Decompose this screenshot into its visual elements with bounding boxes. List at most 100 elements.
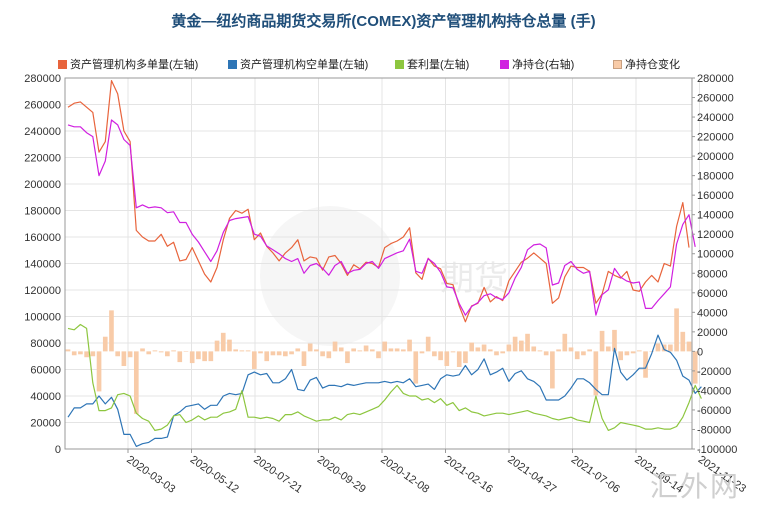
- net-change-bar: [661, 344, 667, 352]
- right-tick-label: 120000: [697, 229, 734, 241]
- net-change-bar: [556, 349, 561, 352]
- x-tick-label: 2020-03-03: [124, 454, 177, 496]
- net-change-bar: [102, 336, 108, 352]
- net-change-bar: [276, 351, 282, 356]
- right-tick-label: -20000: [697, 366, 731, 378]
- left-tick-label: 140000: [24, 259, 61, 271]
- net-change-bar: [605, 346, 611, 352]
- legend-item-short[interactable]: 资产管理机构空单量(左轴): [228, 56, 368, 72]
- left-tick-label: 100000: [24, 312, 61, 324]
- net-change-bar: [326, 351, 332, 359]
- right-tick-label: 280000: [697, 73, 734, 85]
- net-change-bar: [301, 351, 307, 367]
- net-change-bar: [593, 351, 599, 396]
- legend-item-net[interactable]: 净持仓(右轴): [500, 56, 574, 72]
- series-line-3: [67, 119, 696, 316]
- net-change-bar: [481, 344, 487, 352]
- right-tick-label: 80000: [697, 268, 728, 280]
- net-change-bar: [574, 351, 580, 360]
- net-change-bar: [624, 351, 630, 356]
- net-change-bar: [568, 347, 574, 352]
- net-change-bar: [351, 348, 356, 352]
- right-tick-label: -60000: [697, 405, 731, 417]
- right-tick-label: 180000: [697, 171, 734, 183]
- x-tick-label: 2020-05-12: [188, 454, 241, 496]
- net-change-bar: [165, 351, 170, 357]
- net-change-bar: [320, 351, 325, 357]
- left-tick-label: 120000: [24, 285, 61, 297]
- net-change-bar: [270, 351, 276, 356]
- x-tick-label: 2020-07-21: [251, 454, 304, 496]
- legend-swatch-spread: [395, 60, 404, 69]
- net-change-bar: [425, 336, 431, 352]
- net-change-bar: [494, 351, 499, 356]
- right-tick-label: 0: [697, 346, 703, 358]
- net-change-bar: [220, 332, 226, 352]
- legend-item-long[interactable]: 资产管理机构多单量(左轴): [58, 56, 198, 72]
- net-change-bar: [202, 351, 207, 362]
- net-change-bar: [251, 351, 257, 369]
- net-change-bar: [525, 333, 530, 352]
- net-change-bar: [264, 351, 270, 362]
- right-tick-label: -40000: [697, 385, 731, 397]
- net-change-bar: [171, 350, 176, 352]
- legend-label-spread: 套利量(左轴): [407, 59, 470, 71]
- net-change-bar: [562, 333, 568, 352]
- net-change-bar: [686, 341, 692, 352]
- net-change-bar: [469, 342, 474, 352]
- net-change-bar: [432, 351, 437, 357]
- left-tick-label: 0: [55, 444, 61, 456]
- right-tick-label: 60000: [697, 288, 728, 300]
- net-change-bar: [487, 349, 493, 352]
- legend-label-net: 净持仓(右轴): [512, 59, 575, 71]
- net-change-bar: [295, 348, 301, 352]
- left-tick-label: 80000: [30, 338, 61, 350]
- net-change-bar: [152, 350, 158, 352]
- net-change-bar: [233, 349, 238, 352]
- legend-label-short: 资产管理机构空单量(左轴): [240, 59, 369, 71]
- x-tick-label: 2020-12-08: [378, 454, 431, 496]
- net-change-bar: [121, 351, 127, 367]
- left-tick-label: 240000: [24, 126, 61, 138]
- net-change-bar: [196, 351, 201, 360]
- left-tick-label: 180000: [24, 206, 61, 218]
- series-line-2: [67, 323, 702, 431]
- right-tick-label: 100000: [697, 249, 734, 261]
- net-change-bar: [332, 341, 338, 352]
- left-tick-label: 220000: [24, 153, 61, 165]
- right-tick-label: -80000: [697, 424, 731, 436]
- net-change-bar: [109, 310, 114, 352]
- x-tick-label: 2021-07-06: [569, 454, 622, 496]
- x-tick-label: 2021-02-16: [442, 454, 495, 496]
- net-change-bar: [581, 351, 586, 356]
- net-change-bar: [158, 351, 164, 353]
- net-change-bar: [419, 351, 425, 354]
- right-tick-label: 160000: [697, 190, 734, 202]
- net-change-bar: [401, 349, 406, 352]
- net-change-bar: [239, 350, 245, 352]
- left-tick-label: 20000: [30, 418, 61, 430]
- net-change-bar: [407, 339, 412, 352]
- net-change-bar: [668, 344, 673, 352]
- net-change-bar: [177, 351, 183, 363]
- net-change-bar: [674, 308, 679, 352]
- net-change-bar: [450, 351, 456, 353]
- legend-swatch-net: [500, 60, 509, 69]
- legend-swatch-long: [58, 60, 67, 69]
- net-change-bar: [531, 346, 537, 352]
- plot-frame: [64, 77, 693, 450]
- net-change-bar: [456, 351, 462, 367]
- chart-title: 黄金—纽约商品期货交易所(COMEX)资产管理机构持仓总量 (手): [171, 13, 596, 30]
- right-tick-label: 260000: [697, 93, 734, 105]
- legend-item-net-change[interactable]: 净持仓变化: [613, 56, 680, 72]
- net-change-bar: [208, 351, 214, 362]
- legend-item-spread[interactable]: 套利量(左轴): [395, 56, 469, 72]
- net-change-bar: [438, 351, 443, 361]
- net-change-bar: [338, 347, 344, 352]
- legend-label-net-change: 净持仓变化: [625, 59, 680, 71]
- net-change-bar: [214, 340, 220, 352]
- left-tick-label: 260000: [24, 100, 61, 112]
- watermark: 期货: [260, 206, 508, 346]
- right-tick-label: 40000: [697, 307, 728, 319]
